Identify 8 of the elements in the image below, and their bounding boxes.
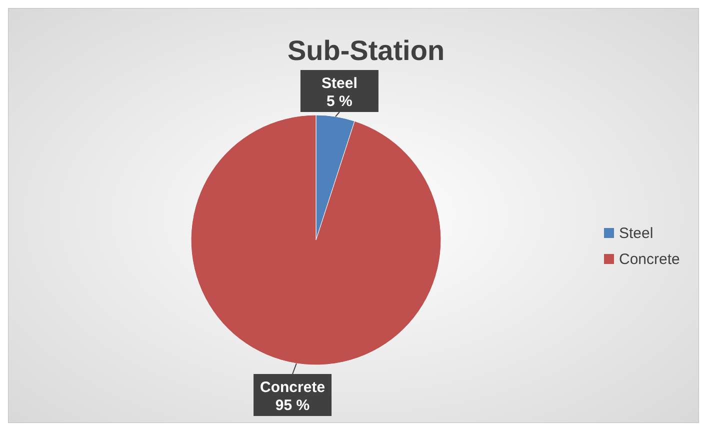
- category-label: Concrete: [619, 251, 680, 268]
- pie-slice: [190, 114, 442, 366]
- data-label: 95 %: [275, 397, 310, 414]
- data-label: 5 %: [326, 93, 352, 110]
- slice-label: Concrete: [260, 379, 326, 396]
- chart-title: Sub-Station: [287, 35, 445, 66]
- slice-label: Steel: [322, 75, 358, 92]
- legend-label: Steel: [619, 225, 654, 242]
